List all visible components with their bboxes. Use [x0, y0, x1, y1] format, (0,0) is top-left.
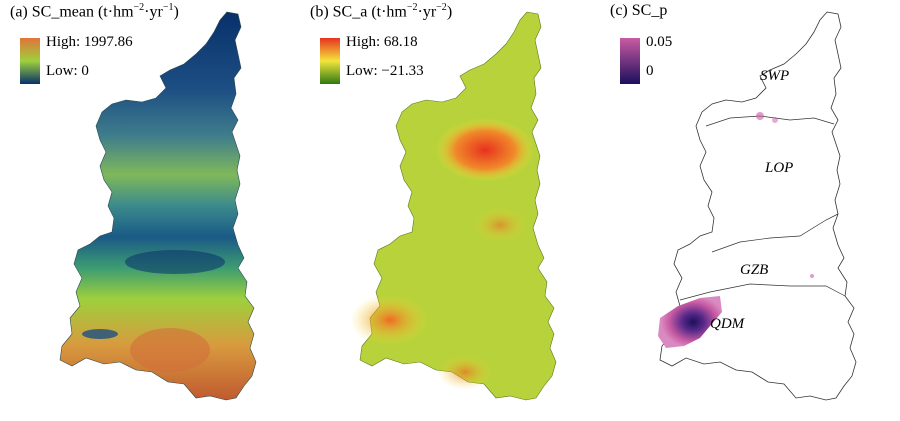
legend-low-label: Low: 0 [46, 63, 89, 79]
legend-color-ramp [20, 38, 40, 84]
panel-sc-p: (c) SC_p 0.05 0 SWP LOP GZB QDM [600, 0, 900, 421]
panel-sc-a: (b) SC_a (t·hm−2·yr−2) High: 68.18 Low: … [300, 0, 600, 421]
gzb-boundary [679, 283, 846, 301]
legend-high-label: High: 1997.86 [46, 34, 133, 50]
legend-high-label: High: 68.18 [346, 34, 418, 50]
zone-label-swp: SWP [760, 68, 790, 84]
panel-title: (b) SC_a (t·hm−2·yr−2) [310, 2, 453, 21]
sc-a-map [350, 11, 557, 401]
zone-label-qdm: QDM [710, 316, 745, 332]
panel-sc-mean: (a) SC_mean (t·hm−2·yr−1) High: 1997.86 … [0, 0, 300, 421]
lop-boundary [711, 213, 839, 253]
zone-label-lop: LOP [765, 160, 794, 176]
sc-p-map [658, 11, 857, 401]
legend-high-label: 0.05 [646, 34, 673, 50]
zone-label-gzb: GZB [740, 262, 769, 278]
legend-low-label: 0 [646, 63, 654, 79]
significance-area [658, 296, 722, 348]
panel-title: (c) SC_p [610, 2, 668, 19]
panel-title: (a) SC_mean (t·hm−2·yr−1) [10, 2, 179, 21]
legend-low-label: Low: −21.33 [346, 63, 424, 79]
sc-mean-map [59, 11, 257, 401]
legend-color-ramp [320, 38, 340, 84]
legend-color-ramp [620, 38, 640, 84]
